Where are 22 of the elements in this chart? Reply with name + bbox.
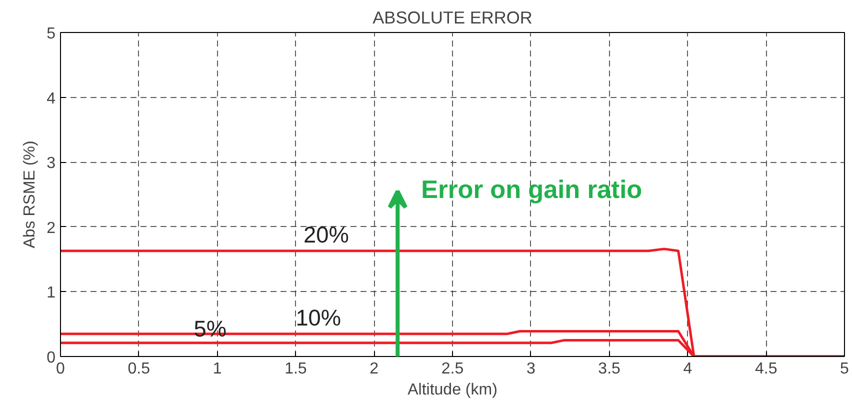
y-tick-label: 1 xyxy=(46,284,56,302)
x-tick-label: 1.5 xyxy=(284,360,307,378)
y-tick-label: 2 xyxy=(46,220,56,237)
y-tick-label: 5 xyxy=(46,26,56,42)
x-tick-label: 2.5 xyxy=(441,360,464,378)
x-tick-label: 4 xyxy=(683,360,692,378)
y-tick-label: 4 xyxy=(46,90,56,108)
x-tick-label: 3 xyxy=(526,360,536,378)
annotation: Error on gain ratio xyxy=(421,176,642,204)
x-tick-label: 0.5 xyxy=(128,360,150,378)
x-tick-label: 1 xyxy=(212,360,222,378)
x-tick-label: 2 xyxy=(370,360,379,378)
series-label: 20% xyxy=(304,222,349,248)
x-tick-label: 5 xyxy=(840,360,850,378)
y-axis-title: Abs RSME (%) xyxy=(22,140,39,248)
y-tick-label: 3 xyxy=(46,155,56,172)
x-tick-label: 4.5 xyxy=(754,360,778,378)
y-tick-label: 0 xyxy=(46,350,56,366)
series-label: 10% xyxy=(296,304,342,331)
x-tick-label: 3.5 xyxy=(598,360,621,378)
chart-title: ABSOLUTE ERROR xyxy=(372,8,532,28)
x-axis-title: Altitude (km) xyxy=(408,382,498,398)
